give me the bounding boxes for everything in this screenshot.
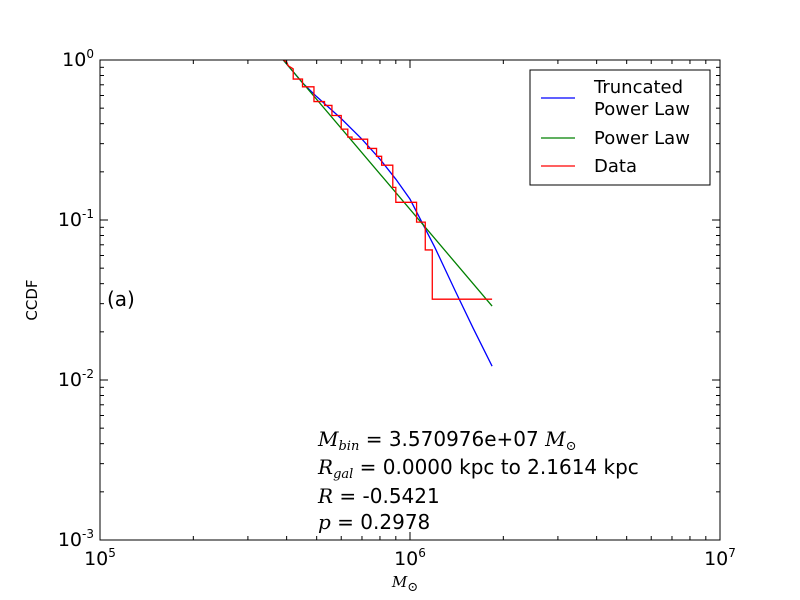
annotation-rgal: Rgal = 0.0000 kpc to 2.1614 kpc (317, 455, 639, 482)
y-tick-label: 10-1 (58, 207, 94, 231)
x-tick-label: 105 (84, 546, 116, 570)
legend-label-power-law: Power Law (594, 128, 690, 149)
y-axis-label: CCDF (23, 279, 41, 320)
x-tick-label: 107 (704, 546, 736, 570)
annotation-mbin: Mbin = 3.570976e+07 M⊙ (317, 427, 577, 454)
x-axis-label: M⊙ (391, 573, 418, 595)
panel-label: (a) (107, 287, 135, 311)
x-tick-label: 106 (394, 546, 426, 570)
y-tick-label: 10-2 (58, 367, 94, 391)
legend: Truncated Power Law Power Law Data (529, 69, 711, 186)
stats-annotation: Mbin = 3.570976e+07 M⊙ Rgal = 0.0000 kpc… (317, 427, 639, 534)
ticks-layer: 105 106 107 100 10-1 10-2 10-3 (58, 47, 736, 570)
y-tick-label: 100 (62, 47, 94, 71)
legend-label-truncated-2: Power Law (594, 99, 690, 120)
y-tick-label: 10-3 (58, 527, 94, 551)
plot-frame (99, 59, 721, 541)
annotation-r: R = -0.5421 (317, 484, 440, 508)
legend-label-data: Data (594, 156, 637, 177)
series-data (282, 59, 493, 300)
legend-label-truncated-1: Truncated (593, 77, 683, 98)
series-layer (282, 59, 493, 367)
annotation-p: p = 0.2978 (318, 510, 430, 534)
